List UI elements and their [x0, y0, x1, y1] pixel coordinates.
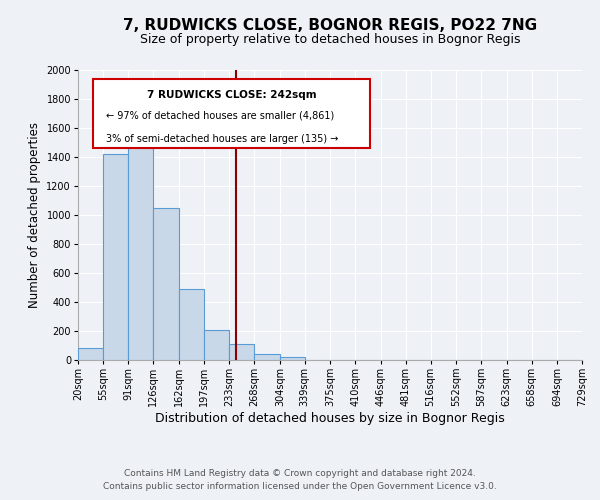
Bar	[154, 208, 179, 360]
Text: Size of property relative to detached houses in Bognor Regis: Size of property relative to detached ho…	[140, 32, 520, 46]
Bar	[254, 354, 280, 360]
Bar	[78, 348, 103, 360]
Text: 7, RUDWICKS CLOSE, BOGNOR REGIS, PO22 7NG: 7, RUDWICKS CLOSE, BOGNOR REGIS, PO22 7N…	[123, 18, 537, 32]
FancyBboxPatch shape	[93, 78, 370, 148]
Text: 7 RUDWICKS CLOSE: 242sqm: 7 RUDWICKS CLOSE: 242sqm	[147, 90, 317, 101]
Bar	[103, 154, 128, 360]
Text: Contains public sector information licensed under the Open Government Licence v3: Contains public sector information licen…	[103, 482, 497, 491]
Bar	[128, 126, 154, 360]
Bar	[179, 289, 204, 360]
X-axis label: Distribution of detached houses by size in Bognor Regis: Distribution of detached houses by size …	[155, 412, 505, 425]
Y-axis label: Number of detached properties: Number of detached properties	[28, 122, 41, 308]
Bar	[204, 330, 229, 360]
Text: Contains HM Land Registry data © Crown copyright and database right 2024.: Contains HM Land Registry data © Crown c…	[124, 468, 476, 477]
Text: ← 97% of detached houses are smaller (4,861): ← 97% of detached houses are smaller (4,…	[106, 110, 334, 120]
Bar	[280, 357, 305, 360]
Bar	[229, 344, 254, 360]
Text: 3% of semi-detached houses are larger (135) →: 3% of semi-detached houses are larger (1…	[106, 134, 338, 144]
